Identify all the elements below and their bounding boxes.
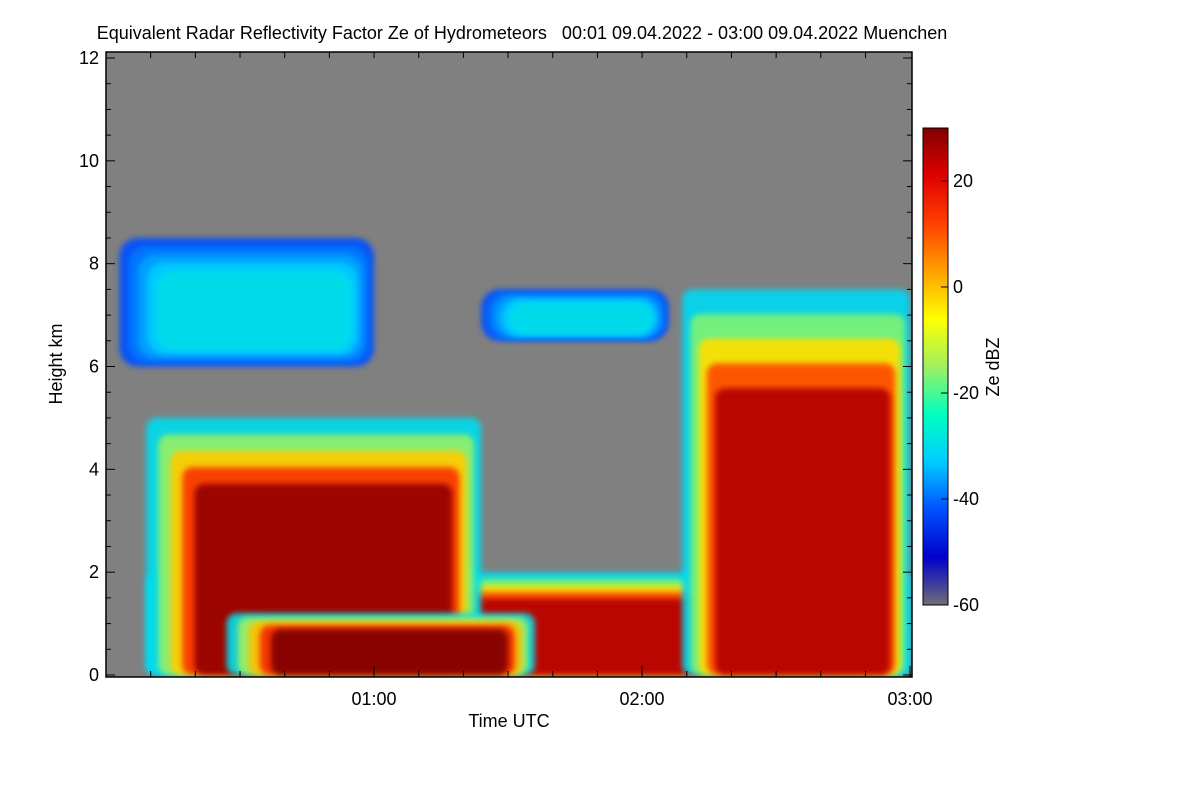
y-tick-label: 10 — [79, 151, 99, 171]
colorbar-tick-label: 0 — [953, 277, 963, 297]
y-axis-label: Height km — [46, 323, 66, 404]
y-axis-ticks: 0 2 4 6 8 10 12 — [79, 48, 912, 685]
colorbar-tick-label: -40 — [953, 489, 979, 509]
echo-band — [156, 270, 353, 351]
colorbar-tick-label: 20 — [953, 171, 973, 191]
plot-frame — [105, 51, 913, 678]
reflectivity-field — [119, 237, 910, 675]
colorbar-ticks: 20 0 -20 -40 -60 — [941, 171, 979, 615]
y-tick-label: 2 — [89, 562, 99, 582]
x-tick-label: 01:00 — [351, 689, 396, 709]
y-tick-label: 0 — [89, 665, 99, 685]
chart-title: Equivalent Radar Reflectivity Factor Ze … — [97, 23, 948, 43]
colorbar-tick-label: -20 — [953, 383, 979, 403]
x-axis-ticks: 01:00 02:00 03:00 — [105, 52, 933, 709]
colorbar — [922, 127, 949, 606]
y-tick-label: 4 — [89, 459, 99, 479]
x-tick-label: 02:00 — [619, 689, 664, 709]
y-tick-label: 8 — [89, 254, 99, 274]
echo-band — [270, 629, 509, 675]
colorbar-tick-label: -60 — [953, 595, 979, 615]
x-tick-label: 03:00 — [887, 689, 932, 709]
echo-band — [715, 388, 891, 675]
y-tick-label: 6 — [89, 357, 99, 377]
x-axis-label: Time UTC — [468, 711, 549, 731]
echo-band — [508, 302, 653, 335]
colorbar-label: Ze dBZ — [983, 337, 1003, 396]
y-tick-label: 12 — [79, 48, 99, 68]
